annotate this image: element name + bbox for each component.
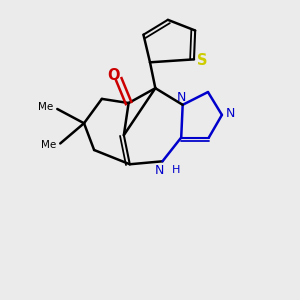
Text: O: O xyxy=(107,68,120,83)
Text: Me: Me xyxy=(38,102,54,112)
Text: N: N xyxy=(226,107,236,120)
Text: Me: Me xyxy=(41,140,57,150)
Text: S: S xyxy=(197,53,208,68)
Text: H: H xyxy=(171,165,180,175)
Text: N: N xyxy=(176,91,186,104)
Text: N: N xyxy=(154,164,164,177)
